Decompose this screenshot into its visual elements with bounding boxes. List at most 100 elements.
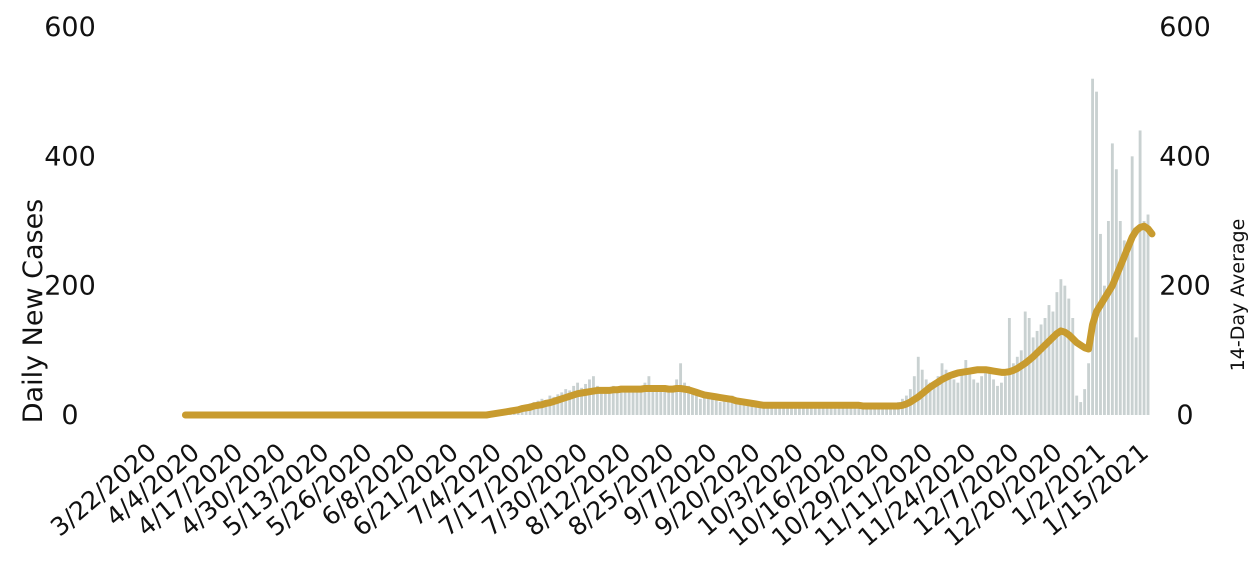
bar [936,376,940,415]
bar [1106,221,1110,415]
bar [655,389,659,415]
bar [798,405,801,415]
bar [607,387,611,415]
bar [1130,156,1134,415]
bar [849,405,853,415]
bar [1099,233,1102,415]
bar [1087,363,1091,415]
bar [782,405,786,415]
bar [695,395,698,415]
bar [1059,279,1063,415]
bar [1027,318,1031,415]
bar [996,385,999,415]
bar [873,405,877,415]
bar [821,405,825,415]
bar [1138,130,1142,415]
y-axis-left: 0 200 400 600 [44,12,96,431]
bar [845,405,849,415]
bar [671,390,675,415]
bar [595,385,599,415]
bar [750,405,754,415]
bar [976,382,980,415]
bar [984,369,988,415]
bar [1011,363,1015,415]
bar [916,356,920,415]
bar [1126,253,1130,415]
bar [1075,395,1079,415]
bar [1039,324,1043,415]
x-axis-labels: 3/22/20204/4/20204/17/20204/30/20205/13/… [45,437,1154,552]
bar [817,405,821,415]
bar [948,376,952,415]
y-tick-left: 0 [61,400,78,431]
bar [833,404,837,415]
bar [710,394,714,415]
bar [592,376,595,415]
bar [580,387,583,415]
bar [1103,285,1106,415]
bar [1134,337,1138,415]
bar [1035,330,1039,415]
bar [794,406,797,415]
bar [1122,240,1126,415]
bar [960,372,964,415]
bar [825,405,829,415]
y-tick-left: 200 [44,271,96,302]
bar [730,395,734,415]
bar [603,390,607,415]
bar [865,405,869,415]
bar [552,396,556,415]
bar [940,363,944,415]
bar [667,389,671,415]
bar [564,389,568,415]
bar [1031,337,1035,415]
bar [1142,221,1146,415]
bar [956,382,960,415]
y-tick-left: 600 [44,12,96,43]
y-axis-right: 0 200 400 600 [1159,12,1211,431]
bar [635,390,639,415]
bar [738,402,742,415]
bar [762,404,766,415]
bar [1047,305,1051,415]
bar [766,405,770,415]
daily-cases-bars [489,78,1150,416]
bar [611,385,615,415]
bar [1051,311,1055,415]
bar [809,405,813,415]
y-axis-label-left: Daily New Cases [18,199,49,424]
bar [885,407,888,415]
bar [651,385,655,415]
bar [718,402,722,415]
bar [770,405,774,415]
bar [702,396,706,415]
bar [631,387,635,415]
bar [576,382,580,415]
bar [639,391,643,415]
bar [829,405,833,415]
bar [893,405,896,415]
bar [790,405,793,415]
bar [742,403,746,415]
bar [544,402,548,415]
bar [964,360,968,415]
bar [853,405,857,415]
bar [663,385,667,415]
bar [778,405,782,415]
bar [841,406,845,415]
bar [1003,376,1007,415]
bar [754,405,758,415]
bar [1067,298,1071,415]
bar [714,398,718,415]
bar [758,405,762,415]
bar [560,392,564,415]
bar [889,406,892,415]
bar [837,405,841,415]
bar [1015,356,1019,415]
bar [599,389,603,415]
y-tick-right: 400 [1159,141,1211,172]
bar [746,404,750,415]
bar [568,390,572,415]
average-line [181,222,1156,419]
